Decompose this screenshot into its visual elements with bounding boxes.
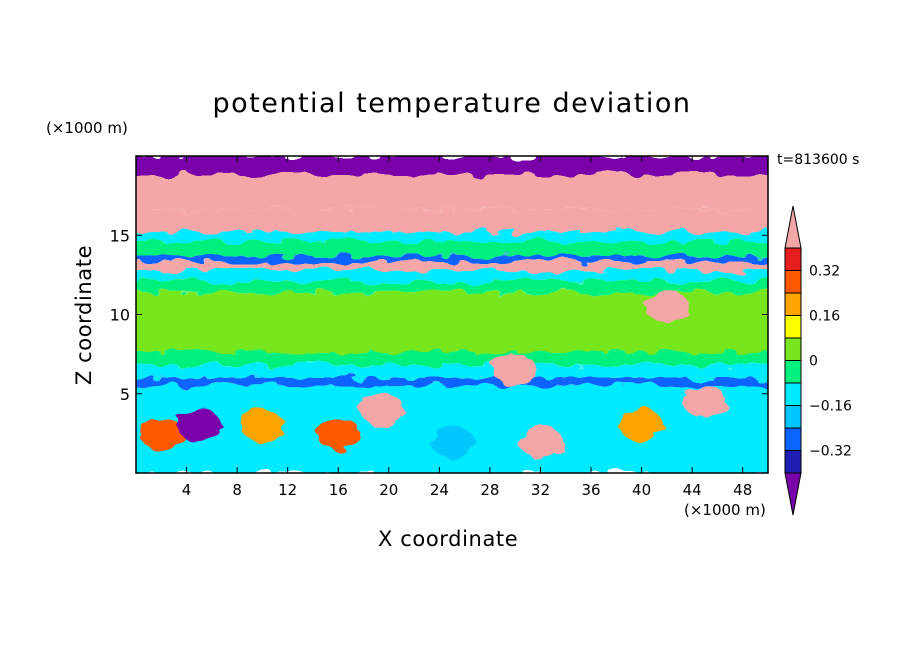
field-band [136, 209, 768, 233]
colorbar-legend: 0.32 0.16 0 −0.16 −0.32 [784, 205, 852, 516]
x-tick-label: 8 [232, 481, 242, 499]
colorbar-box [784, 427, 802, 451]
field-feature [644, 290, 689, 323]
field-feature [518, 425, 563, 458]
field-band [136, 270, 768, 282]
contour-field [136, 156, 768, 473]
field-feature [360, 393, 405, 426]
colorbar-tick-label: 0 [809, 354, 818, 370]
x-tick-label: 48 [733, 481, 752, 499]
x-axis-label: X coordinate [378, 527, 519, 551]
y-tick-label: 15 [110, 226, 130, 245]
x-tick-label: 40 [632, 481, 651, 499]
field-feature [619, 409, 664, 442]
field-feature [240, 409, 285, 442]
x-tick-label: 4 [182, 481, 192, 499]
colorbar-box [784, 337, 802, 361]
field-feature [366, 179, 411, 212]
field-band [136, 377, 768, 386]
colorbar-box [784, 247, 802, 271]
field-band [136, 156, 768, 176]
colorbar-box [784, 315, 802, 339]
chart-title: potential temperature deviation [212, 88, 692, 119]
colorbar-box [784, 405, 802, 429]
field-feature [493, 353, 538, 386]
field-band [136, 365, 768, 378]
field-feature [682, 385, 727, 418]
x-tick-label: 20 [379, 481, 398, 499]
x-axis: 4 8 12 16 20 24 28 32 36 40 44 48 [182, 156, 752, 499]
colorbar-box [784, 382, 802, 406]
colorbar-box [784, 270, 802, 294]
field-feature [430, 425, 474, 458]
colorbar-box [784, 292, 802, 316]
field-feature [177, 409, 222, 442]
x-tick-label: 44 [683, 481, 702, 499]
x-tick-label: 24 [430, 481, 449, 499]
time-label: t=813600 s [777, 152, 860, 168]
x-tick-label: 36 [581, 481, 600, 499]
colorbar-tick-label: −0.32 [809, 444, 852, 460]
field-band [136, 232, 768, 242]
field-feature [316, 417, 361, 450]
y-unit-label: (×1000 m) [46, 119, 128, 137]
x-tick-label: 16 [329, 481, 348, 499]
colorbar-tick-label: −0.16 [809, 399, 852, 415]
field-feature [139, 417, 184, 450]
colorbar-tick-label: 0.32 [809, 264, 840, 280]
field-band [136, 352, 768, 366]
y-axis: 5 10 15 [110, 226, 768, 404]
colorbar-under-triangle [784, 472, 802, 516]
colorbar-tick-label: 0.16 [809, 309, 840, 325]
field-band [136, 255, 768, 263]
colorbar-box [784, 360, 802, 384]
y-tick-label: 5 [120, 385, 130, 404]
field-band [136, 175, 768, 210]
colorbar-over-triangle [784, 205, 802, 249]
y-tick-label: 10 [110, 306, 130, 325]
field-band [136, 241, 768, 256]
colorbar-box [784, 450, 802, 474]
x-tick-label: 28 [480, 481, 499, 499]
field-band [136, 262, 768, 271]
x-tick-label: 12 [278, 481, 297, 499]
x-unit-label: (×1000 m) [684, 501, 766, 519]
x-tick-label: 32 [531, 481, 550, 499]
field-band [136, 281, 768, 293]
